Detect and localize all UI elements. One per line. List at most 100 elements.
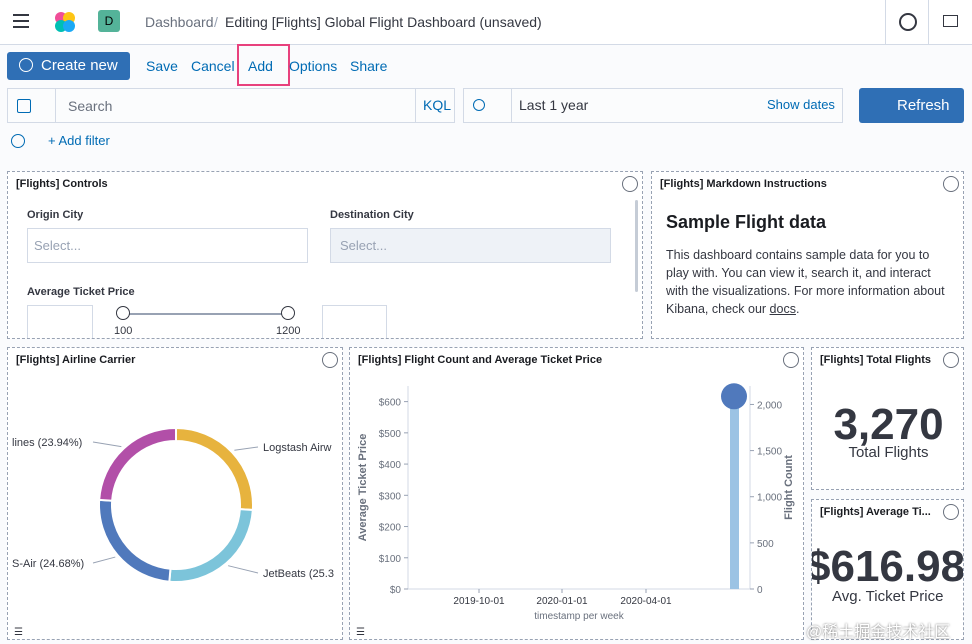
share-link[interactable]: Share [350, 58, 388, 74]
y-tick-label: $100 [379, 554, 402, 565]
help-icon[interactable] [899, 13, 917, 31]
panel-title: [Flights] Airline Carrier [16, 354, 136, 366]
y-tick-label: $300 [379, 491, 402, 502]
watermark: @稀土掘金技术社区 [806, 624, 951, 641]
x-tick-label: 2019-10-01 [453, 596, 505, 607]
breadcrumb: Editing [Flights] Global Flight Dashboar… [225, 14, 542, 30]
select-placeholder: Select... [340, 238, 387, 253]
gear[interactable] [322, 352, 338, 368]
time-picker [463, 88, 843, 123]
y2-tick-label: 2,000 [757, 400, 782, 411]
options-link[interactable]: Options [289, 58, 338, 74]
y2-axis-title: Flight Count [783, 455, 795, 520]
donut-segment [98, 426, 177, 502]
body: This dashboard contains sample data for … [666, 246, 951, 318]
origin-select[interactable] [27, 228, 308, 263]
refresh-label: Refresh [897, 97, 950, 114]
leader-line [228, 565, 259, 574]
show-dates[interactable]: Show dates [767, 97, 835, 112]
time-range[interactable]: Last 1 year [519, 97, 589, 113]
slider-handle[interactable] [281, 306, 295, 320]
donut-chart: Logstash Airw JetBeats (25.3 S-Air (24.68%… [12, 426, 334, 638]
airline-panel: [Flights] Airline Carrier Logstash Airw J… [7, 347, 343, 640]
price-point [721, 383, 747, 410]
x-tick-label: 2020-01-01 [536, 596, 588, 607]
metric-label: Avg. Ticket Price [832, 588, 944, 605]
slider-handle[interactable] [116, 306, 130, 320]
panel-title: [Flights] Controls [16, 178, 108, 190]
metric-value: 3,270 [833, 400, 944, 449]
donut-segment [175, 426, 254, 512]
create-button[interactable]: Create new [7, 52, 130, 80]
breadcrumb-sep: / [214, 14, 218, 30]
search-input[interactable]: Search [68, 98, 113, 114]
clock-icon[interactable] [473, 99, 485, 111]
save-link[interactable]: Save [146, 58, 178, 74]
slice-label: S-Air (24.68%) [12, 558, 84, 570]
filter-icon[interactable] [11, 134, 25, 148]
field-label: Average Ticket Price [27, 286, 135, 298]
gear[interactable] [943, 176, 959, 192]
combo-chart: $0 $100 $200 $300 $400 $500 $600 0 500 1,000 1,500… [356, 383, 795, 638]
divider [511, 88, 512, 123]
slider-min: 100 [114, 325, 133, 337]
mail-icon[interactable] [943, 15, 958, 27]
gear[interactable] [943, 504, 959, 520]
divider [415, 88, 416, 123]
metric-label: Total Flights [848, 444, 929, 461]
y-tick-label: $600 [379, 398, 402, 409]
query-bar [7, 88, 455, 123]
divider [55, 88, 56, 123]
max-input[interactable] [322, 305, 387, 338]
y2-tick-label: 1,500 [757, 447, 782, 458]
leader-line [234, 446, 259, 451]
highlight-box [237, 44, 290, 86]
divider [885, 0, 886, 44]
markdown-panel: [Flights] Markdown Instructions Sample F… [651, 171, 964, 339]
divider [928, 0, 929, 44]
heading: Sample Flight data [666, 212, 827, 232]
saved-query-icon[interactable] [17, 99, 31, 113]
gear[interactable] [783, 352, 799, 368]
legend-icon: ☰ [14, 627, 23, 638]
create-label: Create new [41, 57, 118, 74]
slice-label: JetBeats (25.3 [263, 568, 334, 580]
count-bar [730, 399, 739, 589]
menu-icon[interactable] [13, 14, 29, 28]
y-axis-title: Average Ticket Price [357, 434, 369, 542]
select-placeholder: Select... [34, 238, 81, 253]
top-bar [0, 0, 972, 45]
donut-segment [168, 508, 254, 583]
panel-title: [Flights] Flight Count and Average Ticke… [358, 354, 603, 366]
average-panel: [Flights] Average Ti... $616.98 Avg. Tic… [811, 499, 964, 640]
x-axis-title: timestamp per week [534, 611, 624, 622]
cancel-link[interactable]: Cancel [191, 58, 235, 74]
destination-select[interactable] [330, 228, 611, 263]
body-end: . [795, 302, 800, 316]
language-toggle[interactable]: KQL [423, 97, 452, 113]
panel-title: [Flights] Average Ti... [820, 506, 931, 518]
body-text: This dashboard contains sample data for … [666, 248, 945, 316]
slice-label: Logstash Airw [263, 442, 332, 454]
refresh-button[interactable]: Refresh [859, 88, 964, 123]
add-filter[interactable]: + Add filter [48, 133, 110, 148]
docs-link[interactable]: docs [769, 302, 796, 316]
field-label: Destination City [330, 209, 414, 221]
y-tick-label: $0 [390, 585, 402, 596]
legend-icon: ☰ [356, 627, 365, 638]
logo[interactable] [53, 10, 77, 34]
gear[interactable] [943, 352, 959, 368]
y2-tick-label: 0 [757, 585, 763, 596]
panel-title: [Flights] Markdown Instructions [660, 178, 827, 190]
space-badge[interactable]: D [98, 10, 120, 32]
donut-segment [98, 498, 172, 583]
slider-track [123, 313, 288, 315]
metric-value: $616.98 [811, 542, 964, 591]
flights-panel: [Flights] Flight Count and Average Ticke… [349, 347, 804, 640]
scrollbar [635, 200, 638, 292]
min-input[interactable] [27, 305, 93, 338]
add-link[interactable]: Add [248, 58, 273, 74]
leader-line [92, 556, 116, 564]
breadcrumb[interactable]: Dashboard [145, 14, 214, 30]
gear[interactable] [622, 176, 638, 192]
